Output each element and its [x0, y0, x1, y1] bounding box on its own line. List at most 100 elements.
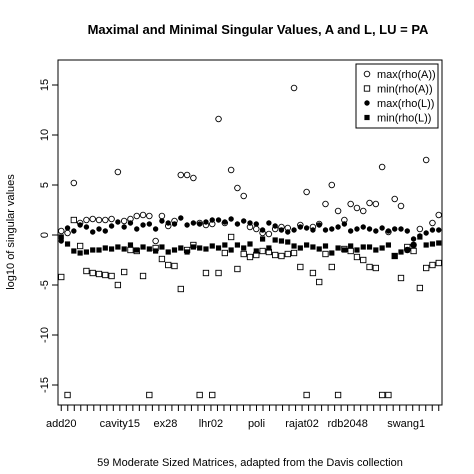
point-min-rho-l: [304, 242, 310, 248]
point-min-rho-l: [266, 245, 272, 251]
y-axis: -15 -10 -5 0 5 10 15: [39, 79, 58, 393]
legend-marker: [363, 85, 371, 92]
point-max-rho-l: [247, 220, 253, 226]
point-max-rho-l: [316, 222, 322, 228]
y-tick-label: 10: [39, 129, 51, 141]
point-max-rho-l: [297, 224, 304, 230]
point-max-rho-a: [139, 211, 147, 219]
point-min-rho-a: [108, 272, 115, 280]
point-min-rho-a: [227, 233, 235, 241]
point-max-rho-l: [291, 227, 297, 233]
x-tick-label: ex28: [153, 418, 177, 430]
point-max-rho-a: [328, 181, 336, 189]
point-min-rho-a: [102, 271, 109, 279]
point-min-rho-l: [404, 247, 410, 253]
point-min-rho-a: [246, 253, 254, 261]
point-max-rho-l: [96, 226, 102, 232]
point-max-rho-l: [146, 221, 153, 227]
point-min-rho-l: [436, 240, 442, 246]
point-max-rho-a: [240, 192, 247, 200]
legend-marker: [363, 70, 371, 78]
point-max-rho-l: [209, 217, 215, 223]
point-min-rho-l: [102, 245, 108, 251]
point-min-rho-l: [203, 246, 209, 252]
point-max-rho-a: [397, 202, 405, 210]
point-min-rho-l: [121, 246, 127, 252]
legend-label: min(rho(L)): [377, 113, 431, 125]
point-max-rho-a: [89, 215, 96, 223]
point-min-rho-a: [416, 284, 424, 292]
point-max-rho-a: [83, 216, 90, 224]
point-min-rho-a: [435, 259, 442, 267]
point-max-rho-l: [259, 227, 266, 233]
point-min-rho-l: [373, 247, 379, 253]
point-max-rho-l: [329, 226, 335, 232]
point-min-rho-a: [360, 256, 367, 264]
point-max-rho-a: [64, 229, 71, 237]
point-max-rho-l: [241, 218, 247, 224]
point-min-rho-a: [391, 252, 398, 260]
point-max-rho-l: [64, 225, 71, 231]
point-max-rho-a: [227, 166, 235, 174]
point-min-rho-l: [190, 244, 196, 250]
point-max-rho-a: [152, 237, 159, 245]
point-max-rho-a: [378, 163, 386, 171]
x-tick-label: poli: [248, 418, 265, 430]
point-min-rho-a: [284, 250, 291, 258]
point-min-rho-l: [366, 244, 373, 250]
point-max-rho-a: [353, 204, 361, 212]
point-min-rho-a: [259, 247, 266, 255]
point-min-rho-a: [366, 263, 373, 271]
point-min-rho-l: [165, 249, 171, 255]
point-max-rho-a: [190, 174, 197, 182]
point-max-rho-a: [359, 207, 367, 215]
legend: max(rho(A)) min(rho(A)) max(rho(L)) min(rho…: [355, 63, 439, 129]
point-max-rho-l: [398, 226, 404, 232]
point-max-rho-l: [278, 227, 285, 233]
point-max-rho-l: [310, 227, 316, 233]
point-min-rho-l: [178, 245, 184, 251]
point-max-rho-l: [360, 224, 366, 230]
point-min-rho-a: [378, 391, 386, 399]
point-min-rho-a: [209, 391, 216, 399]
point-max-rho-a: [253, 225, 260, 233]
point-min-rho-a: [397, 274, 405, 282]
point-max-rho-a: [422, 156, 430, 164]
point-min-rho-l: [310, 244, 316, 250]
point-min-rho-l: [417, 234, 423, 240]
point-max-rho-l: [423, 230, 429, 236]
point-max-rho-l: [121, 224, 127, 230]
point-max-rho-a: [391, 195, 398, 203]
point-max-rho-l: [410, 236, 417, 242]
point-max-rho-l: [266, 220, 272, 226]
y-axis-label: log10 of singular values: [5, 174, 17, 290]
point-min-rho-l: [197, 245, 203, 251]
point-max-rho-l: [253, 221, 259, 227]
y-tick-label: 5: [39, 182, 51, 188]
point-min-rho-a: [309, 269, 317, 277]
point-max-rho-l: [341, 221, 348, 227]
point-min-rho-l: [58, 234, 64, 240]
point-min-rho-l: [278, 238, 285, 244]
point-max-rho-l: [184, 222, 190, 228]
point-min-rho-a: [297, 263, 304, 271]
point-max-rho-a: [70, 179, 78, 187]
point-min-rho-a: [165, 261, 172, 269]
point-max-rho-l: [379, 225, 385, 231]
point-max-rho-l: [354, 226, 360, 232]
point-min-rho-a: [240, 250, 247, 258]
point-max-rho-l: [108, 223, 115, 229]
y-tick-label: 0: [39, 232, 51, 238]
point-min-rho-l: [360, 244, 366, 250]
point-max-rho-l: [272, 223, 278, 229]
point-min-rho-a: [177, 285, 184, 293]
point-max-rho-a: [158, 212, 166, 220]
point-max-rho-l: [228, 216, 234, 222]
point-min-rho-a: [347, 247, 354, 255]
y-tick-label: -15: [39, 377, 51, 393]
point-max-rho-a: [215, 115, 222, 123]
x-tick-label: swang1: [387, 418, 425, 430]
point-max-rho-l: [190, 220, 197, 226]
point-max-rho-l: [83, 224, 90, 230]
point-min-rho-l: [247, 241, 253, 247]
